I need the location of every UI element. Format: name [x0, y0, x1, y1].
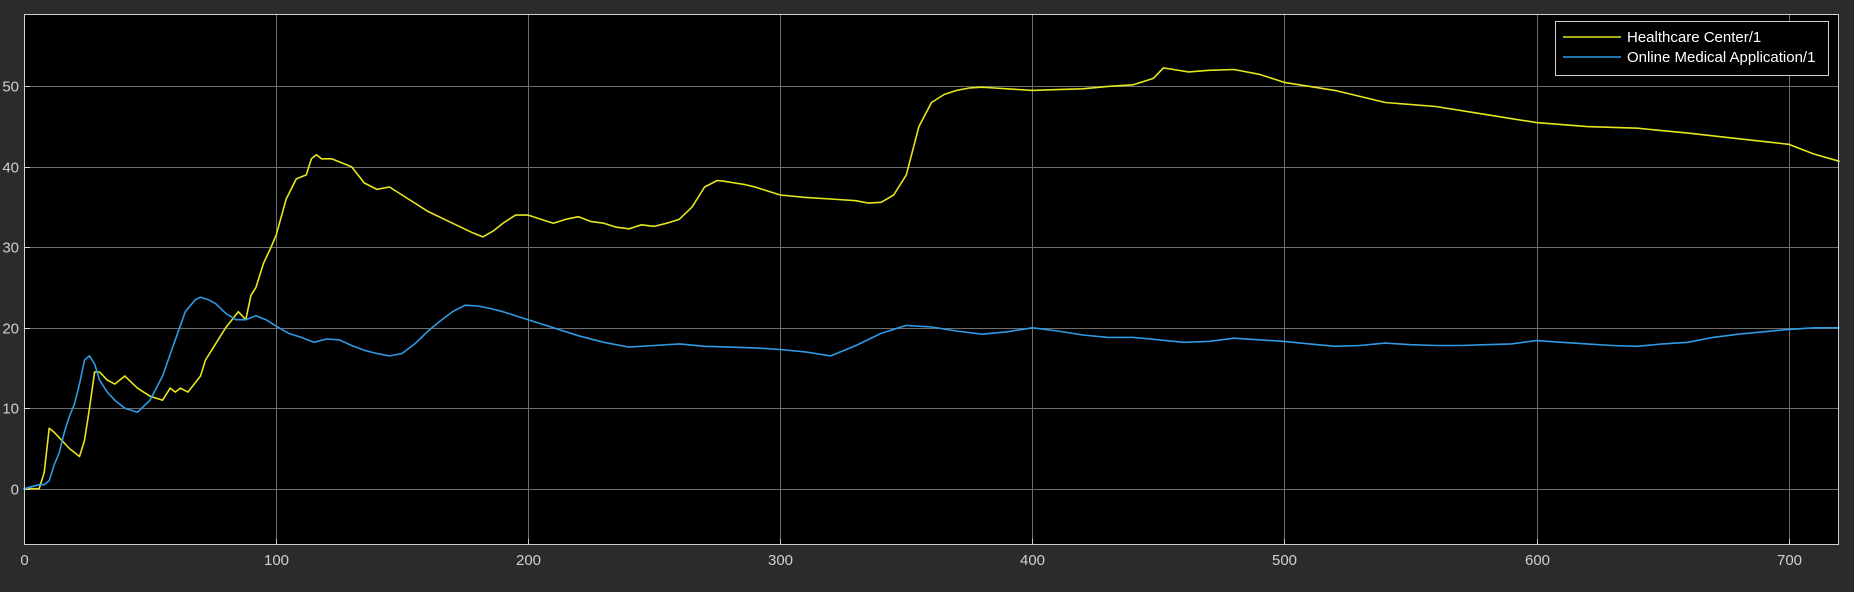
series-line-2: [23, 296, 1840, 490]
plot-area: [24, 14, 1839, 545]
series-line-1: [23, 67, 1840, 490]
y-tick-label: 40: [2, 160, 19, 177]
y-axis: 0 10 20 30 40 50: [2, 79, 30, 499]
y-tick-label: 0: [11, 482, 19, 499]
legend-label-2[interactable]: Online Medical Application/1: [1627, 49, 1815, 66]
x-tick-label: 300: [768, 552, 793, 569]
plot-border: [24, 14, 1839, 545]
x-tick-label: 0: [20, 552, 28, 569]
y-tick-label: 10: [2, 401, 19, 418]
legend-label-1[interactable]: Healthcare Center/1: [1627, 29, 1761, 46]
y-tick-label: 20: [2, 321, 19, 338]
x-tick-label: 700: [1777, 552, 1802, 569]
x-tick-label: 400: [1020, 552, 1045, 569]
x-tick-label: 200: [516, 552, 541, 569]
y-tick-label: 50: [2, 79, 19, 96]
legend-box: [1555, 21, 1829, 76]
legend[interactable]: Healthcare Center/1 Online Medical Applic…: [1555, 21, 1829, 76]
grid: [24, 14, 1839, 545]
x-tick-label: 600: [1525, 552, 1550, 569]
series-layer: [23, 67, 1840, 490]
x-tick-label: 100: [264, 552, 289, 569]
y-tick-label: 30: [2, 240, 19, 257]
x-axis: 0 100 200 300 400 500 600 700: [20, 539, 1802, 569]
x-tick-label: 500: [1272, 552, 1297, 569]
